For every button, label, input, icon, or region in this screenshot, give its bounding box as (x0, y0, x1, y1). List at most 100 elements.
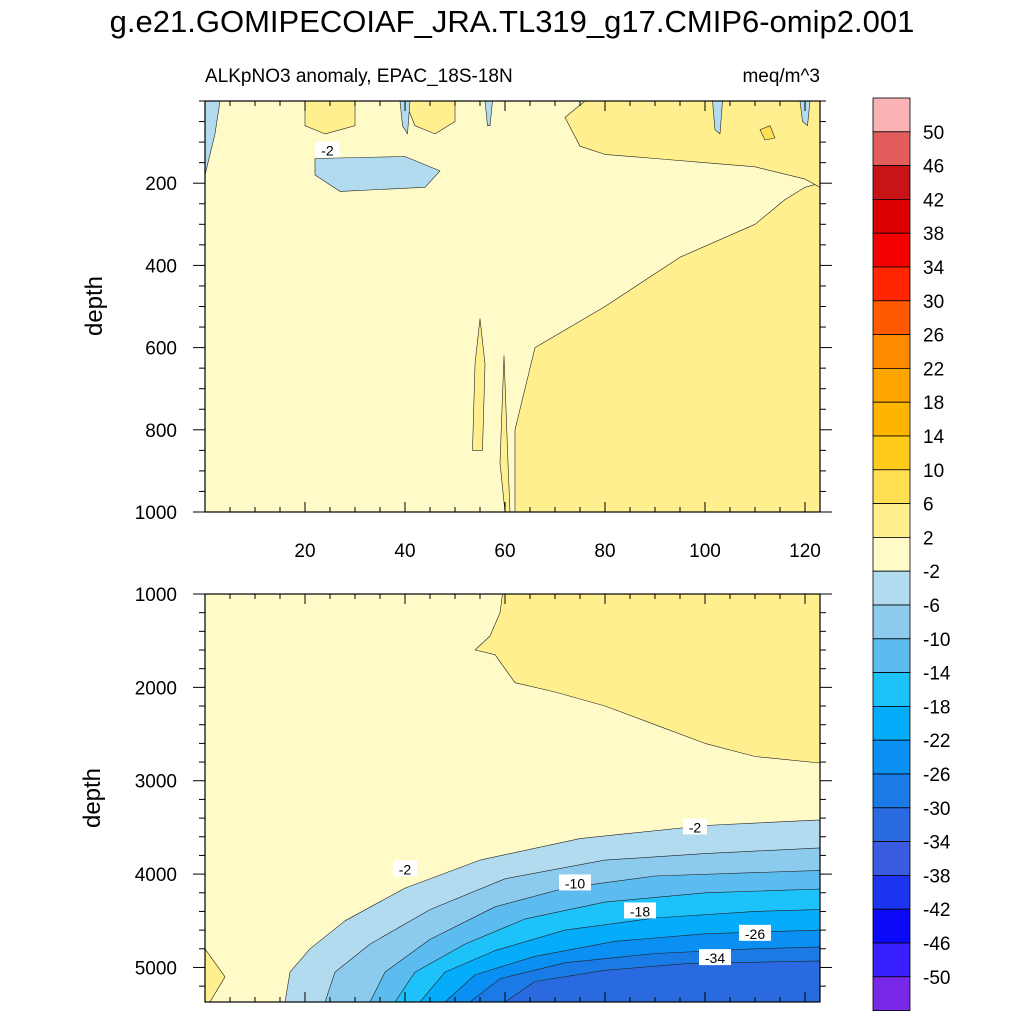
colorbar-label: -22 (923, 731, 950, 752)
colorbar-swatch (872, 537, 911, 572)
colorbar-swatch (872, 773, 911, 809)
contour-label: -2 (399, 861, 412, 877)
upper-contour-region (514, 182, 820, 512)
colorbar-swatch (872, 503, 911, 538)
contour-label: -26 (745, 926, 765, 942)
colorbar-swatch (872, 131, 911, 167)
colorbar-label: -30 (923, 799, 950, 820)
colorbar-label: -26 (923, 765, 950, 786)
x-tick-label: 40 (394, 541, 415, 562)
colorbar-swatch (872, 841, 911, 876)
y-tick-label: 4000 (135, 865, 177, 886)
colorbar-swatch (872, 942, 911, 978)
lower-contour-region (504, 960, 820, 1002)
colorbar-label: 46 (923, 157, 944, 178)
colorbar-swatch (872, 367, 911, 403)
colorbar-swatch (872, 334, 911, 369)
colorbar-label: 18 (923, 393, 944, 414)
colorbar-swatch (872, 300, 911, 335)
colorbar-label: -38 (923, 866, 950, 887)
upper-panel: 20 40 60 80 100 120 200 400 600 800 1000 -2 ALKpNO… (81, 66, 832, 562)
lower-y-axis-label: depth (79, 768, 106, 828)
colorbar-swatch (872, 165, 911, 200)
colorbar-label: -18 (923, 697, 950, 718)
upper-contour-region (399, 101, 411, 135)
subtitle-left: ALKpNO3 anomaly, EPAC_18S-18N (205, 66, 513, 87)
colorbar-label: -42 (923, 900, 950, 921)
colorbar-label: -10 (923, 630, 950, 651)
x-tick-label: 80 (594, 541, 615, 562)
lower-plot-frame (204, 593, 821, 1003)
subtitle-units: meq/m^3 (742, 66, 820, 87)
contour-label-background (683, 818, 707, 835)
lower-contour-region (474, 594, 820, 764)
colorbar-label: 22 (923, 359, 944, 380)
upper-contour-region (314, 156, 441, 192)
contour-label-background (315, 141, 340, 158)
colorbar-label: 34 (923, 258, 945, 279)
lower-contour-fills (205, 594, 820, 1002)
colorbar-swatch (872, 266, 911, 302)
colorbar-label: 50 (923, 123, 944, 144)
colorbar-label: 26 (923, 326, 944, 347)
colorbar-label: -6 (923, 596, 940, 617)
colorbar-label: -34 (923, 833, 951, 854)
upper-contour-region (759, 125, 776, 141)
colorbar-label: 14 (923, 427, 945, 448)
colorbar-label: -14 (923, 664, 951, 685)
contour-label: -34 (705, 950, 725, 966)
colorbar-label: -50 (923, 968, 950, 989)
y-tick-label: 600 (145, 339, 177, 360)
figure-title: g.e21.GOMIPECOIAF_JRA.TL319_g17.CMIP6-om… (109, 4, 915, 39)
y-tick-label: 5000 (135, 958, 177, 979)
colorbar-swatch (872, 198, 911, 234)
contour-label-background (393, 860, 417, 877)
colorbar-swatch (872, 570, 911, 606)
contour-label: -18 (630, 903, 650, 919)
colorbar-label: 2 (923, 528, 934, 549)
colorbar-swatch (872, 97, 911, 133)
colorbar-swatch (872, 807, 911, 842)
colorbar-swatch (872, 638, 911, 673)
upper-contour-region (472, 318, 486, 451)
x-tick-label: 60 (494, 541, 515, 562)
y-tick-label: 200 (145, 174, 177, 195)
y-tick-label: 1000 (135, 585, 177, 606)
colorbar-swatch (872, 469, 911, 504)
upper-y-axis-label: depth (81, 276, 108, 336)
colorbar-label: 6 (923, 495, 934, 516)
lower-panel: 1000 2000 3000 4000 5000 -2 -2 -10 -18 -26 -34 de… (79, 585, 832, 1003)
colorbar-swatch (872, 875, 911, 910)
colorbar-swatch (872, 604, 911, 640)
y-tick-label: 2000 (135, 678, 177, 699)
y-tick-label: 800 (145, 421, 177, 442)
colorbar-label: -46 (923, 934, 950, 955)
x-tick-label: 100 (689, 541, 721, 562)
upper-contour-labels: -2 (315, 141, 340, 158)
upper-contour-region (404, 101, 456, 135)
y-tick-label: 400 (145, 256, 177, 277)
contour-label-background (624, 902, 656, 919)
y-tick-label: 3000 (135, 772, 177, 793)
upper-contour-fills (205, 101, 820, 512)
colorbar-swatch (872, 435, 911, 471)
colorbar-swatch (872, 976, 911, 1011)
upper-contour-region (499, 355, 511, 512)
contour-label-background (739, 924, 771, 941)
colorbar: 50 46 42 38 34 30 26 22 18 14 10 6 2 -2 -6 -10 -14 -18 -22… (872, 97, 951, 1011)
upper-contour-region (304, 101, 356, 135)
lower-contour-labels: -2 -2 -10 -18 -26 -34 (393, 818, 771, 966)
colorbar-swatch (872, 401, 911, 437)
contour-label: -2 (321, 142, 334, 158)
colorbar-label: 10 (923, 461, 944, 482)
upper-contour-region (564, 101, 820, 188)
colorbar-swatch (872, 739, 911, 775)
colorbar-swatch (872, 232, 911, 268)
contour-label-background (559, 874, 591, 891)
colorbar-label: -2 (923, 562, 940, 583)
lower-contour-region (205, 948, 226, 1002)
colorbar-label: 30 (923, 292, 944, 313)
x-tick-label: 20 (294, 541, 315, 562)
upper-contour-region (712, 101, 723, 135)
upper-contour-region (484, 101, 493, 126)
